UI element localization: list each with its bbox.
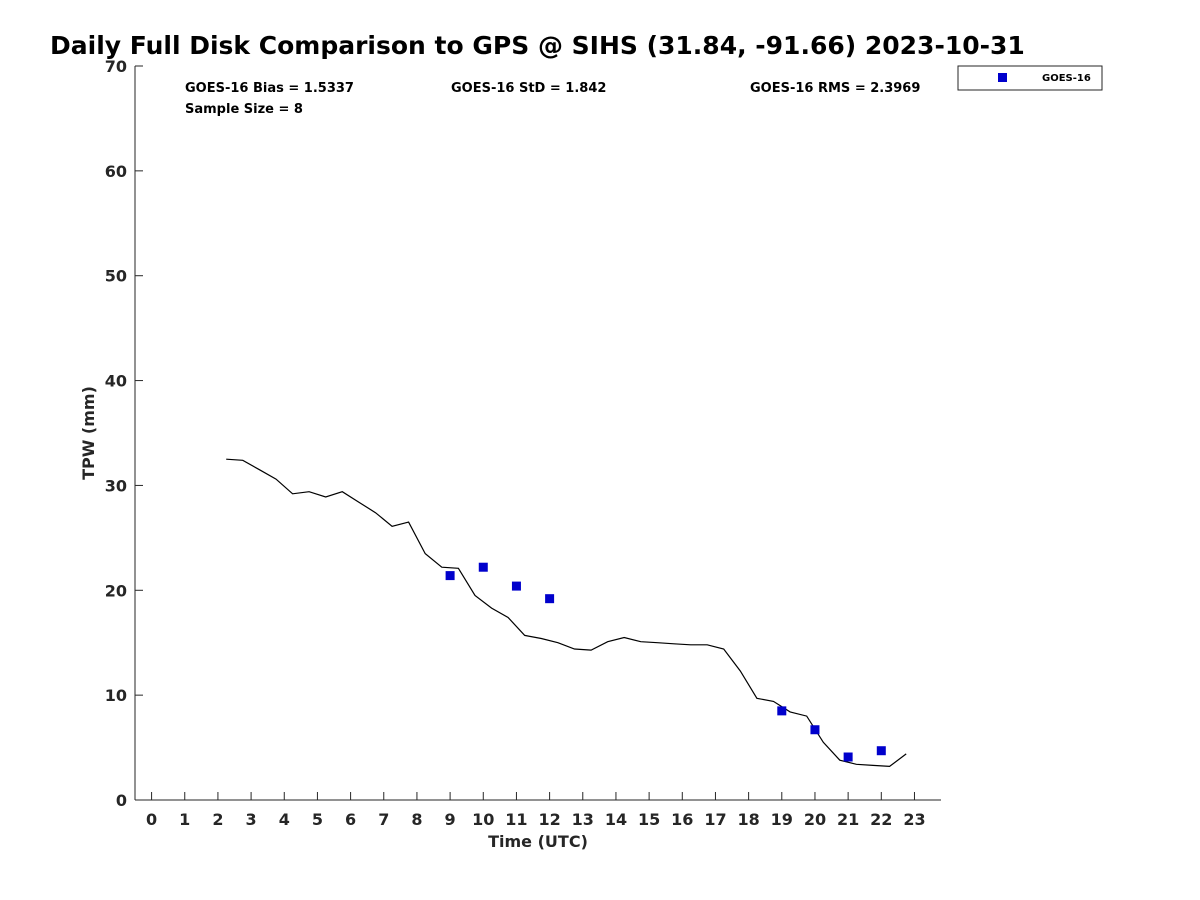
x-tick-label: 16 [671, 810, 693, 829]
data-point [478, 562, 488, 572]
y-tick-label: 30 [105, 476, 127, 495]
data-point [777, 706, 787, 716]
x-tick-label: 22 [870, 810, 892, 829]
y-tick-label: 70 [105, 57, 127, 76]
x-tick-label: 18 [737, 810, 759, 829]
x-tick-label: 12 [538, 810, 560, 829]
legend-label-goes16: GOES-16 [1042, 73, 1091, 84]
stat-std: GOES-16 StD = 1.842 [451, 81, 606, 96]
x-tick-label: 8 [411, 810, 422, 829]
y-axis-label: TPW (mm) [79, 386, 98, 480]
x-tick-label: 21 [837, 810, 859, 829]
y-tick-label: 60 [105, 162, 127, 181]
y-tick-label: 20 [105, 581, 127, 600]
y-tick-label: 50 [105, 267, 127, 286]
x-tick-label: 2 [212, 810, 223, 829]
stat-bias: GOES-16 Bias = 1.5337 [185, 81, 354, 96]
data-point [843, 752, 853, 762]
data-point [445, 571, 455, 581]
legend-box [957, 65, 1103, 91]
x-axis-label: Time (UTC) [488, 832, 588, 851]
x-tick-label: 10 [472, 810, 494, 829]
axes [134, 66, 941, 801]
y-tick-label: 10 [105, 686, 127, 705]
y-tick-label: 0 [116, 791, 127, 810]
x-tick-label: 1 [179, 810, 190, 829]
chart-title: Daily Full Disk Comparison to GPS @ SIHS… [50, 31, 1025, 60]
x-tick-label: 6 [345, 810, 356, 829]
x-tick-label: 3 [246, 810, 257, 829]
x-tick-label: 4 [279, 810, 290, 829]
x-tick-label: 20 [804, 810, 826, 829]
x-tick-label: 11 [505, 810, 527, 829]
series-line [226, 458, 907, 768]
x-tick-label: 7 [378, 810, 389, 829]
data-point [511, 581, 521, 591]
data-point [545, 594, 555, 604]
legend: GOES-16 [957, 65, 1103, 91]
y-tick-label: 40 [105, 372, 127, 391]
stat-sample-size: Sample Size = 8 [185, 102, 303, 117]
stat-rms: GOES-16 RMS = 2.3969 [750, 81, 920, 96]
x-tick-label: 23 [903, 810, 925, 829]
series-layer [226, 458, 907, 768]
x-tick-label: 19 [771, 810, 793, 829]
y-ticks: 0 10 20 30 40 50 60 70 [105, 57, 143, 810]
legend-marker-goes16 [998, 73, 1007, 82]
x-ticks: 0 1 2 3 4 5 6 7 8 9 10 11 12 13 14 15 16 17 18 19 20 21 22 23 [146, 792, 926, 829]
x-tick-label: 14 [605, 810, 627, 829]
x-tick-label: 9 [445, 810, 456, 829]
x-tick-label: 15 [638, 810, 660, 829]
x-tick-label: 5 [312, 810, 323, 829]
x-tick-label: 0 [146, 810, 157, 829]
data-point [810, 725, 820, 735]
x-tick-label: 13 [572, 810, 594, 829]
data-point [876, 746, 886, 756]
x-tick-label: 17 [704, 810, 726, 829]
